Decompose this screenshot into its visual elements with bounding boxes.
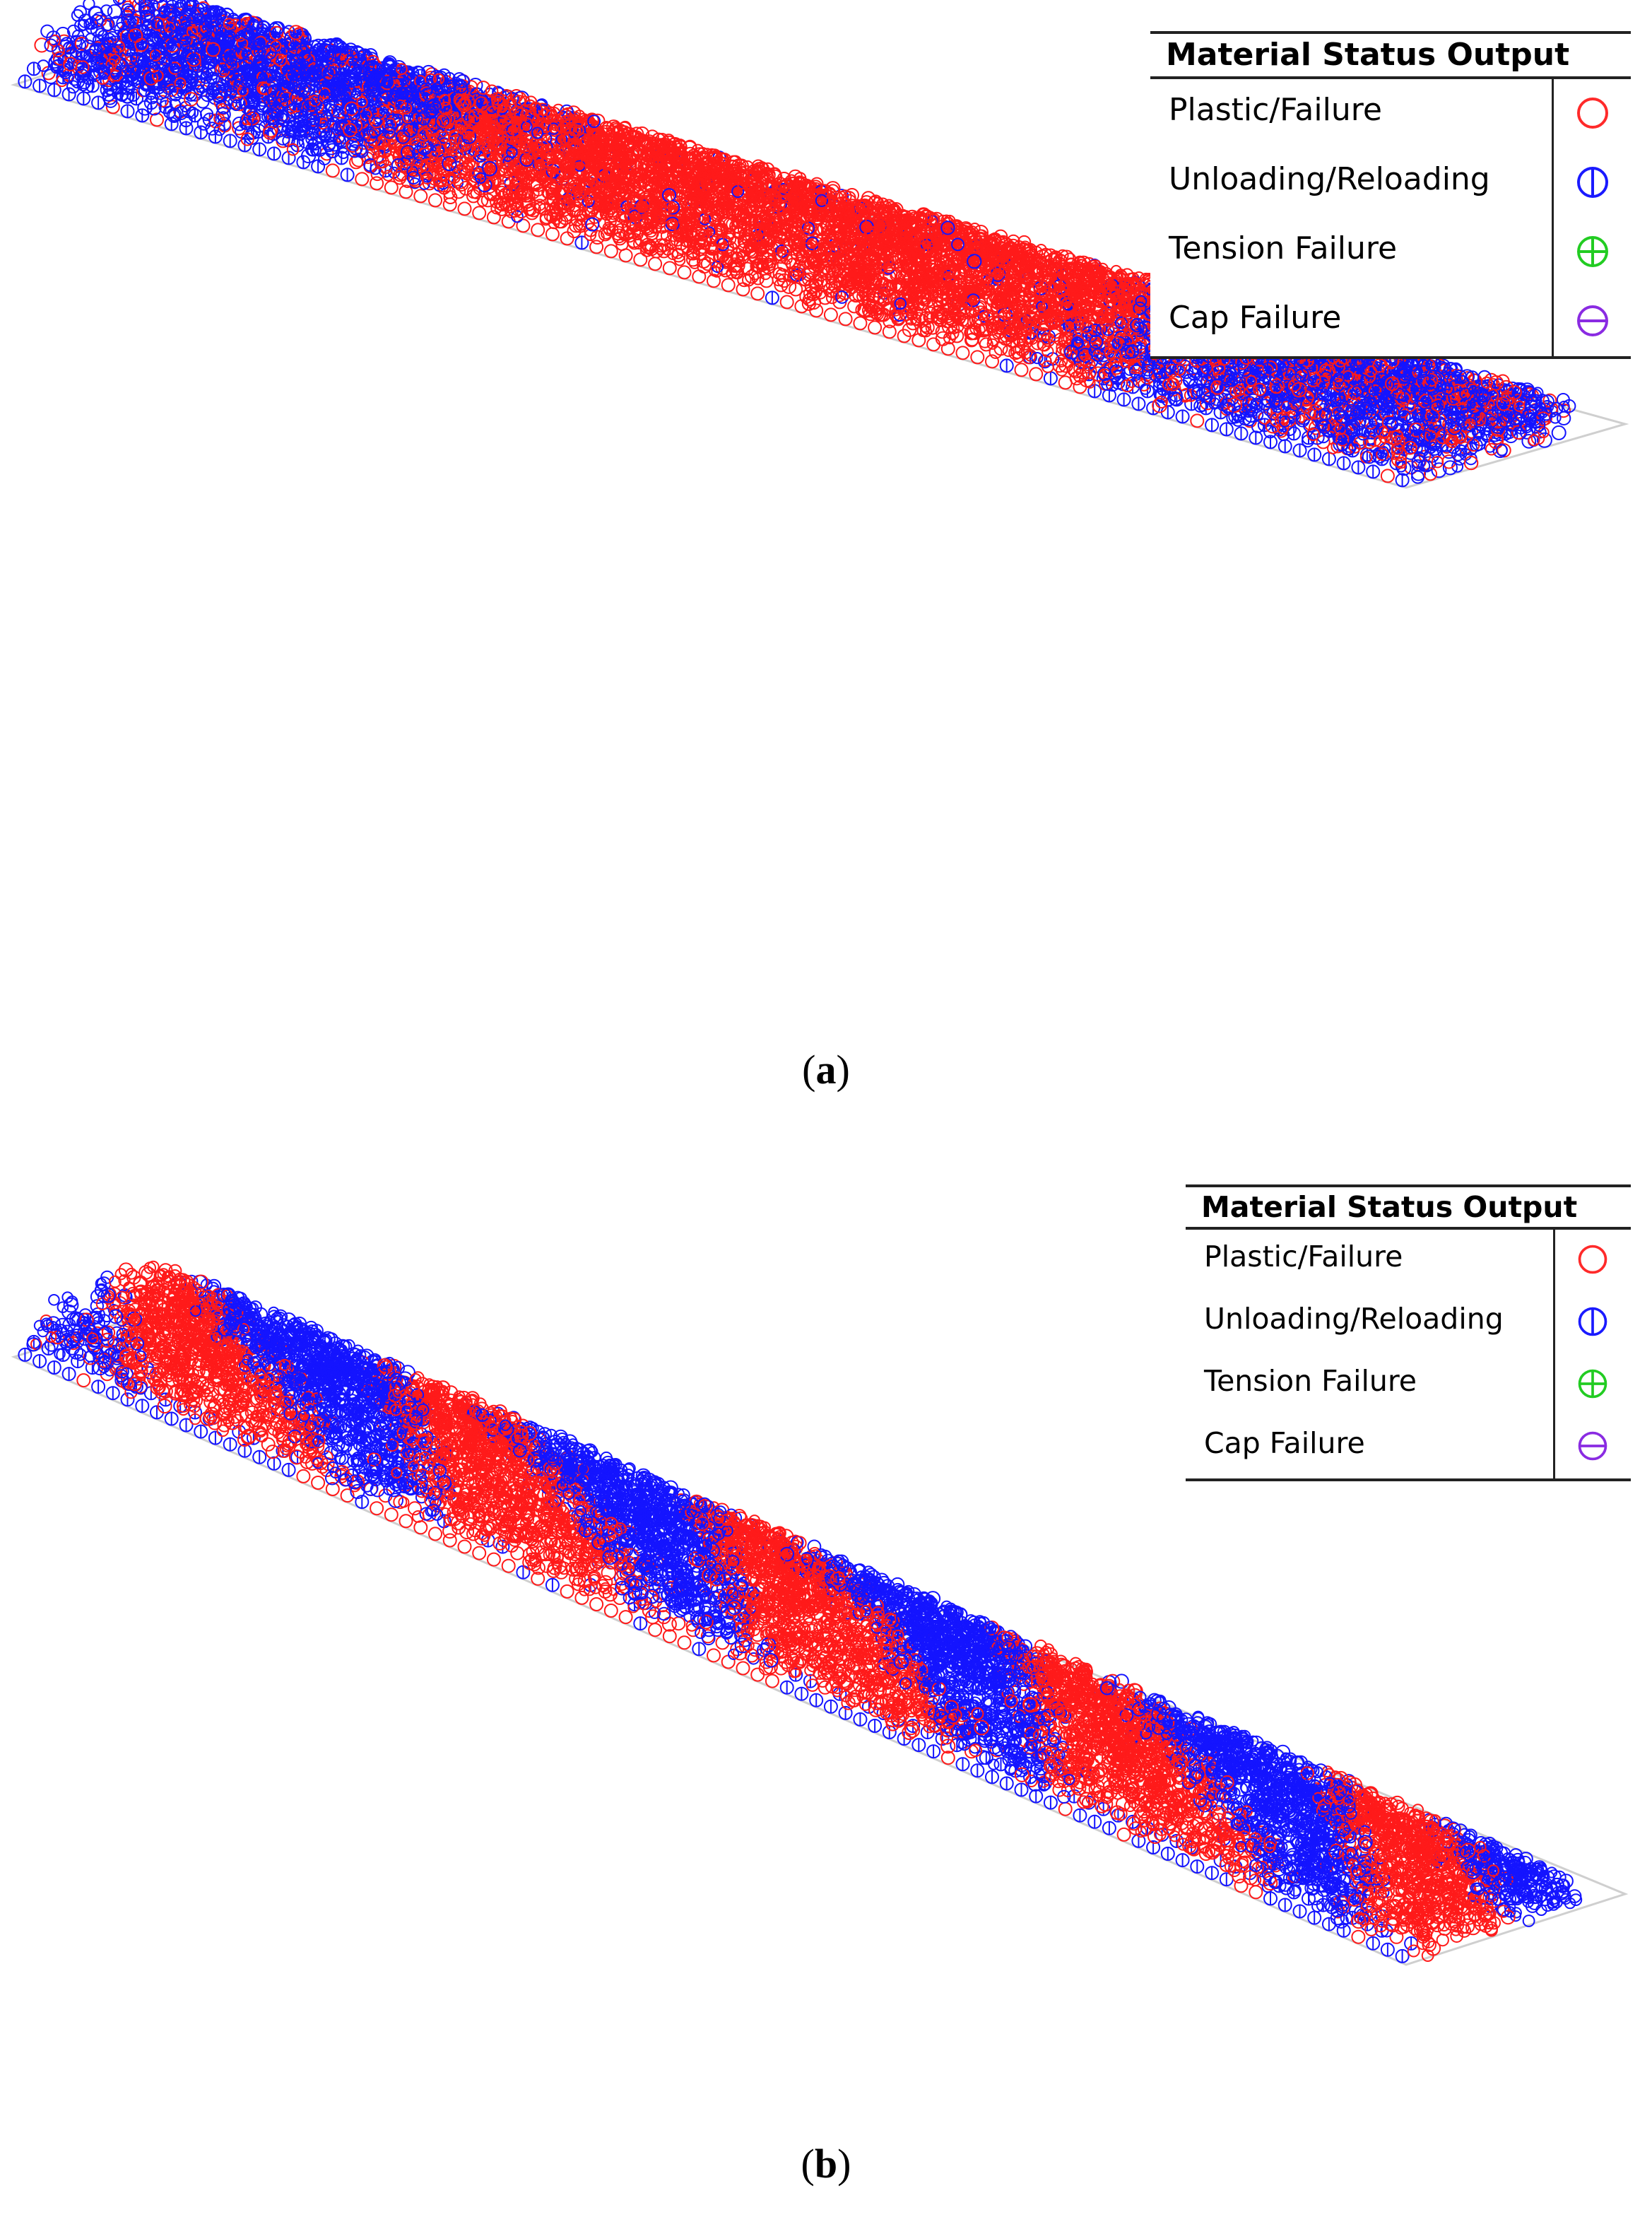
caption-close: ) bbox=[836, 1047, 850, 1093]
legend-label: Cap Failure bbox=[1169, 300, 1342, 336]
legend-label: Plastic/Failure bbox=[1169, 92, 1382, 128]
circle-icon bbox=[1578, 1245, 1607, 1274]
legend-label: Cap Failure bbox=[1204, 1426, 1365, 1460]
panel-b: Material Status Output Plastic/Failure U… bbox=[0, 1131, 1652, 2229]
legend-row-tension-failure: Tension Failure bbox=[1150, 218, 1631, 287]
panel-a: Material Status Output Plastic/Failure U… bbox=[0, 0, 1652, 1093]
legend-b: Material Status Output Plastic/Failure U… bbox=[1186, 1184, 1631, 1481]
legend-divider bbox=[1552, 79, 1554, 356]
legend-title: Material Status Output bbox=[1150, 31, 1631, 79]
legend-body: Plastic/Failure Unloading/Reloading Tens… bbox=[1150, 79, 1631, 359]
legend-row-cap-failure: Cap Failure bbox=[1150, 287, 1631, 356]
legend-row-unloading-reloading: Unloading/Reloading bbox=[1186, 1292, 1631, 1354]
circle-vertical-bar-icon bbox=[1577, 167, 1608, 198]
circle-horizontal-bar-icon bbox=[1578, 1431, 1607, 1461]
legend-row-unloading-reloading: Unloading/Reloading bbox=[1150, 148, 1631, 218]
legend-divider bbox=[1553, 1230, 1555, 1478]
circle-plus-icon bbox=[1577, 236, 1608, 267]
caption-b: (b) bbox=[0, 2140, 1652, 2187]
caption-open: ( bbox=[801, 2141, 815, 2187]
caption-letter: a bbox=[815, 1047, 837, 1093]
circle-icon bbox=[1577, 98, 1608, 129]
legend-label: Tension Failure bbox=[1169, 230, 1398, 266]
caption-a: (a) bbox=[0, 1046, 1652, 1093]
legend-label: Plastic/Failure bbox=[1204, 1240, 1403, 1274]
legend-label: Tension Failure bbox=[1204, 1364, 1417, 1398]
legend-row-cap-failure: Cap Failure bbox=[1186, 1416, 1631, 1478]
legend-label: Unloading/Reloading bbox=[1204, 1302, 1504, 1336]
legend-row-plastic-failure: Plastic/Failure bbox=[1186, 1230, 1631, 1292]
caption-letter: b bbox=[814, 2141, 838, 2187]
legend-a: Material Status Output Plastic/Failure U… bbox=[1150, 31, 1631, 359]
particle-plot-b bbox=[11, 1260, 1629, 1966]
circle-horizontal-bar-icon bbox=[1577, 305, 1608, 336]
legend-body: Plastic/Failure Unloading/Reloading Tens… bbox=[1186, 1230, 1631, 1481]
legend-row-tension-failure: Tension Failure bbox=[1186, 1354, 1631, 1416]
legend-label: Unloading/Reloading bbox=[1169, 161, 1490, 197]
circle-plus-icon bbox=[1578, 1369, 1607, 1399]
caption-close: ) bbox=[837, 2141, 851, 2187]
legend-title: Material Status Output bbox=[1186, 1184, 1631, 1230]
circle-vertical-bar-icon bbox=[1578, 1307, 1607, 1336]
legend-row-plastic-failure: Plastic/Failure bbox=[1150, 79, 1631, 148]
caption-open: ( bbox=[802, 1047, 816, 1093]
